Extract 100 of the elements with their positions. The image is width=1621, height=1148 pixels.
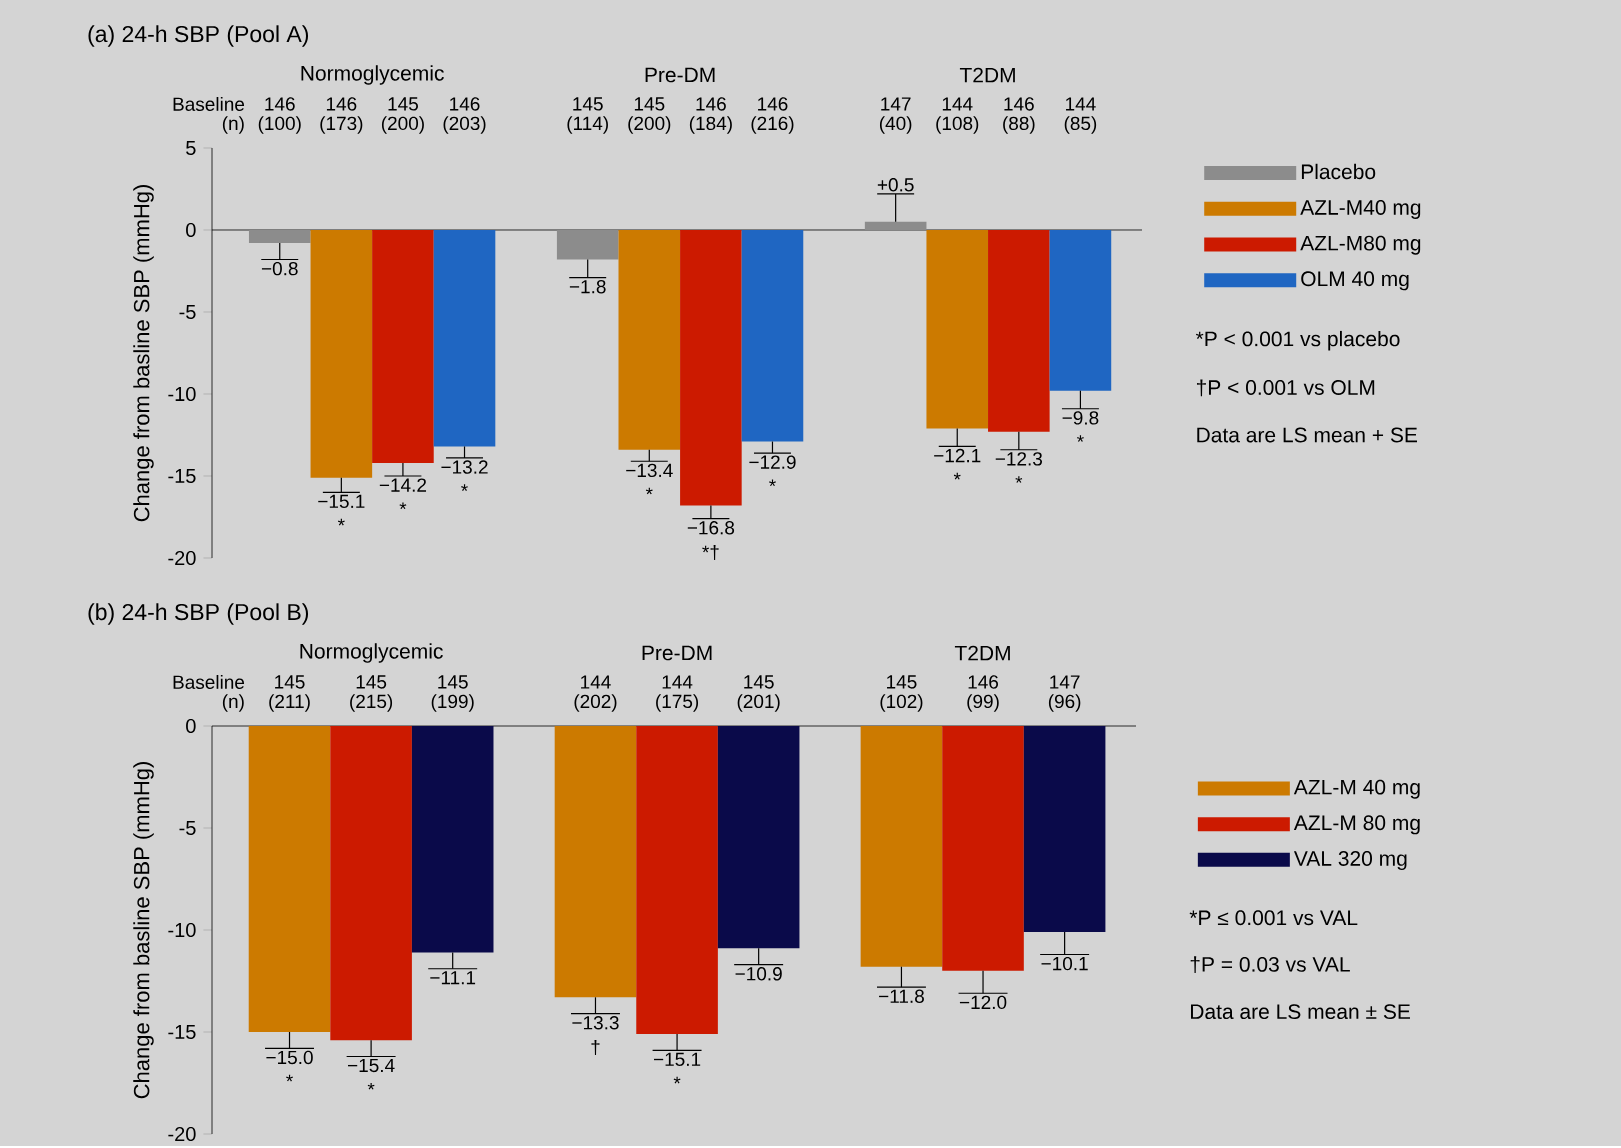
text: (40) — [879, 116, 912, 134]
legend-label: AZL-M40 mg — [1300, 200, 1421, 220]
data-label: −1.8 — [569, 280, 606, 294]
text: (173) — [320, 116, 363, 134]
legend-label: AZL-M 80 mg — [1293, 815, 1420, 835]
text: 144 — [1066, 97, 1096, 111]
text: †P = 0.03 vs VAL — [1190, 956, 1350, 974]
text: *P ≤ 0.001 vs VAL — [1189, 910, 1358, 926]
data-label: −13.4 — [626, 463, 673, 478]
text: (184) — [689, 116, 732, 134]
annotation: * — [337, 518, 345, 526]
annotation: * — [399, 502, 407, 510]
text: (88) — [1003, 116, 1035, 134]
legend-label: Placebo — [1301, 163, 1376, 180]
text: (175) — [656, 694, 699, 712]
data-label: −13.2 — [441, 460, 488, 474]
text: (99) — [967, 694, 999, 712]
data-label: −12.1 — [934, 449, 981, 463]
text: (211) — [269, 694, 310, 712]
y-tick-label: -20 — [168, 551, 196, 566]
y-tick-label: 0 — [186, 223, 196, 238]
text: (102) — [880, 694, 923, 712]
data-label: −10.1 — [1041, 957, 1088, 971]
text: (200) — [381, 116, 424, 134]
text: (85) — [1064, 116, 1097, 134]
data-label: −15.1 — [318, 494, 365, 509]
annotation: * — [367, 1083, 375, 1090]
data-label: −11.8 — [879, 989, 924, 1004]
text: Data are LS mean ± SE — [1191, 1004, 1410, 1020]
text: (201) — [737, 694, 780, 712]
annotation: *† — [702, 545, 719, 561]
text: 146 — [265, 97, 295, 111]
text: 145 — [356, 675, 387, 689]
text: 144 — [581, 675, 611, 689]
data-label: −12.0 — [959, 995, 1007, 1010]
text: Data are LS mean + SE — [1197, 427, 1418, 443]
text: (108) — [936, 116, 979, 134]
text: 145 — [744, 675, 774, 689]
data-label: −12.9 — [749, 455, 796, 470]
annotation: * — [1015, 476, 1023, 483]
data-label: −14.2 — [379, 478, 427, 492]
x-tick-label: Normoglycemic — [300, 643, 443, 663]
y-axis-title: Change from basline SBP (mmHg) — [133, 185, 154, 522]
text: 145 — [887, 675, 917, 689]
text: (96) — [1048, 694, 1081, 712]
annotation: * — [286, 1074, 293, 1082]
text: (100) — [258, 116, 301, 134]
text: (199) — [431, 694, 474, 712]
y-tick-label: -10 — [168, 923, 196, 938]
y-tick-label: -5 — [179, 821, 196, 836]
x-tick-label: Pre-DM — [642, 645, 712, 661]
annotation: * — [461, 484, 468, 492]
text: *P < 0.001 vs placebo — [1195, 331, 1400, 351]
x-tick-label: T2DM — [959, 67, 1015, 83]
text: 146 — [758, 97, 788, 111]
data-label: −9.8 — [1062, 411, 1099, 425]
data-label: −0.8 — [261, 262, 298, 276]
text: (114) — [567, 116, 608, 134]
chart-title: (b) 24-h SBP (Pool B) — [88, 603, 309, 625]
legend-label: VAL 320 mg — [1293, 851, 1407, 871]
text: 145 — [634, 97, 665, 111]
data-label: −15.0 — [266, 1050, 313, 1065]
text: 145 — [388, 97, 418, 111]
text: 147 — [1050, 675, 1080, 689]
y-tick-label: 5 — [186, 141, 196, 156]
y-axis-title: Change from basline SBP (mmHg) — [133, 762, 154, 1099]
data-label: −13.3 — [572, 1016, 619, 1030]
text: 146 — [696, 97, 726, 111]
annotation: * — [1077, 435, 1084, 442]
y-tick-label: -15 — [168, 1025, 196, 1040]
data-label: −15.1 — [653, 1052, 701, 1067]
text: 146 — [326, 97, 357, 111]
y-tick-label: 0 — [186, 719, 196, 734]
legend-label: OLM 40 mg — [1301, 271, 1409, 291]
annotation: * — [769, 479, 776, 487]
data-label: −12.3 — [995, 452, 1043, 466]
data-label: +0.5 — [877, 178, 914, 192]
y-tick-label: -20 — [168, 1127, 196, 1142]
annotation: * — [645, 487, 653, 495]
text: 145 — [438, 675, 468, 689]
text: †P < 0.001 vs OLM — [1196, 379, 1375, 397]
chart-title: (a) 24-h SBP (Pool A) — [88, 25, 309, 47]
x-tick-label: Pre-DM — [645, 67, 715, 83]
data-label: −11.1 — [430, 971, 476, 985]
annotation: † — [591, 1040, 600, 1056]
text: 146 — [450, 97, 480, 111]
text: 144 — [662, 675, 693, 689]
text: 146 — [1004, 97, 1034, 111]
text: 146 — [968, 675, 999, 689]
annotation: * — [953, 472, 961, 480]
text: 145 — [275, 675, 305, 689]
data-label: −15.4 — [348, 1059, 395, 1073]
text: 147 — [881, 97, 911, 111]
text: Baseline — [173, 97, 245, 112]
text: 144 — [942, 97, 973, 111]
text: (203) — [443, 116, 486, 134]
text: (215) — [350, 694, 393, 712]
data-label: −10.9 — [735, 967, 782, 981]
text: (202) — [574, 694, 617, 712]
text: (216) — [751, 116, 794, 134]
